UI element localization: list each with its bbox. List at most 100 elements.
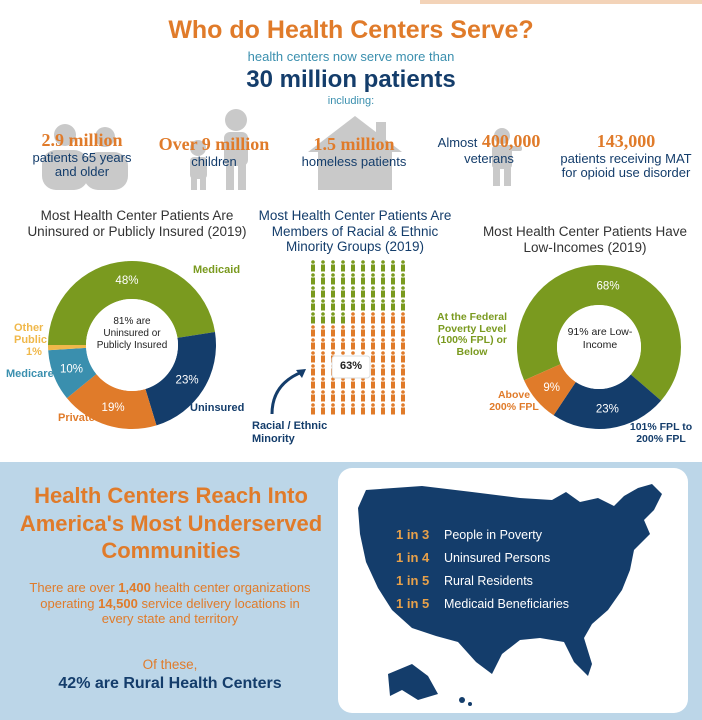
person-figure — [391, 377, 395, 389]
person-figure — [371, 273, 375, 285]
map-row-rural: 1 in 5 Rural Residents — [396, 573, 533, 588]
person-figure — [311, 390, 315, 402]
slice-above-200-fpl — [524, 364, 576, 416]
map-row-uninsured: 1 in 4 Uninsured Persons — [396, 550, 551, 565]
person-figure — [371, 403, 375, 415]
person-figure — [351, 299, 355, 311]
person-figure — [371, 377, 375, 389]
person-figure — [331, 338, 335, 350]
person-figure — [391, 403, 395, 415]
person-figure — [371, 338, 375, 350]
slice-other-public — [48, 345, 87, 351]
bottom-title: Health Centers Reach Into America's Most… — [19, 483, 323, 563]
person-figure — [361, 312, 365, 324]
person-figure — [331, 286, 335, 298]
map-row-poverty: 1 in 3 People in Poverty — [396, 527, 542, 542]
person-figure — [401, 338, 405, 350]
label-private: Private — [58, 412, 95, 424]
person-figure — [381, 325, 385, 337]
person-figure — [341, 338, 345, 350]
person-figure — [351, 390, 355, 402]
person-figure — [311, 260, 315, 272]
person-figure — [341, 299, 345, 311]
person-figure — [401, 364, 405, 376]
person-figure — [331, 325, 335, 337]
person-figure — [381, 390, 385, 402]
person-figure — [341, 390, 345, 402]
person-figure — [381, 403, 385, 415]
person-figure — [321, 299, 325, 311]
person-figure — [401, 403, 405, 415]
subtitle: health centers now serve more than — [247, 49, 455, 64]
person-figure — [391, 299, 395, 311]
person-figure — [321, 390, 325, 402]
rural-stat: 42% are Rural Health Centers — [58, 675, 282, 692]
minority-people-grid — [311, 260, 405, 415]
minority-annotation: Racial / Ethnic Minority — [252, 420, 328, 445]
person-figure — [311, 377, 315, 389]
slice-medicaid — [48, 260, 215, 345]
person-figure — [321, 286, 325, 298]
stat-children: Over 9 million children — [158, 134, 270, 169]
label-medicare: Medicare — [6, 368, 54, 380]
person-figure — [391, 312, 395, 324]
person-figure — [331, 377, 335, 389]
income-center-text: 91% are Low-Income — [567, 326, 633, 351]
slice-at-the-federal-poverty-level-100-fpl-or-below — [517, 265, 681, 401]
person-figure — [381, 286, 385, 298]
person-figure — [391, 286, 395, 298]
person-figure — [401, 299, 405, 311]
person-figure — [321, 312, 325, 324]
person-figure — [331, 273, 335, 285]
person-figure — [321, 338, 325, 350]
person-figure — [391, 260, 395, 272]
person-figure — [351, 312, 355, 324]
slice-label: 19% — [102, 402, 125, 414]
person-figure — [361, 325, 365, 337]
person-figure — [351, 260, 355, 272]
person-figure — [381, 299, 385, 311]
bottom-body-text: There are over 1,400 health center organ… — [29, 580, 311, 627]
donut-hole — [557, 305, 641, 389]
slice-label: 23% — [596, 403, 619, 415]
insurance-chart-title: Most Health Center Patients Are Uninsure… — [27, 208, 247, 239]
slice-uninsured — [145, 331, 216, 426]
person-figure — [351, 273, 355, 285]
person-figure — [371, 286, 375, 298]
person-figure — [381, 312, 385, 324]
slice-label: 9% — [543, 382, 560, 394]
person-figure — [401, 377, 405, 389]
person-figure — [311, 299, 315, 311]
person-figure — [341, 312, 345, 324]
us-map-icon — [358, 484, 662, 706]
person-figure — [391, 338, 395, 350]
minority-chart-title: Most Health Center Patients Are Members … — [258, 208, 452, 255]
person-figure — [371, 299, 375, 311]
seniors-silhouette-icon — [42, 124, 128, 190]
person-figure — [351, 338, 355, 350]
person-figure — [391, 325, 395, 337]
slice-label: 23% — [176, 375, 199, 387]
slice-label: 68% — [597, 281, 620, 293]
stat-homeless: 1.5 million homeless patients — [301, 134, 407, 169]
person-figure — [341, 403, 345, 415]
person-figure — [381, 364, 385, 376]
top-accent-bar — [0, 0, 702, 4]
person-figure — [321, 273, 325, 285]
person-figure — [321, 403, 325, 415]
person-figure — [311, 273, 315, 285]
label-fpl-or-below: At the Federal Poverty Level (100% FPL) … — [436, 311, 507, 358]
person-figure — [361, 260, 365, 272]
person-figure — [351, 325, 355, 337]
insurance-donut-chart: 48% 23% 19% 10% — [48, 260, 216, 429]
stat-seniors: 2.9 million patients 65 years and older — [32, 130, 132, 180]
person-figure — [361, 377, 365, 389]
person-figure — [321, 325, 325, 337]
label-above-200-fpl: Above 200% FPL — [489, 389, 539, 413]
income-donut-chart: 68% 23% 9% — [517, 265, 681, 429]
label-other-public-pct: 1% — [26, 346, 42, 358]
house-silhouette-icon — [308, 116, 402, 190]
person-figure — [351, 403, 355, 415]
slice-label: 10% — [60, 364, 83, 376]
person-figure — [341, 260, 345, 272]
